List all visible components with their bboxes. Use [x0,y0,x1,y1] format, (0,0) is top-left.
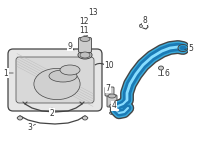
Text: 2: 2 [50,108,54,117]
Text: 5: 5 [189,44,193,52]
Ellipse shape [34,68,80,100]
Text: 11: 11 [79,25,89,35]
FancyBboxPatch shape [16,57,94,103]
Ellipse shape [49,70,77,82]
Text: 7: 7 [106,83,110,92]
Ellipse shape [178,45,188,51]
Text: 1: 1 [4,69,8,77]
Text: 8: 8 [143,15,147,25]
Ellipse shape [83,116,88,120]
Text: 10: 10 [104,61,114,70]
Ellipse shape [109,105,115,107]
Ellipse shape [60,65,80,75]
Text: 3: 3 [28,122,32,132]
Text: 6: 6 [165,69,169,77]
Ellipse shape [108,94,116,98]
Text: 12: 12 [79,16,89,25]
FancyBboxPatch shape [8,49,102,111]
Text: 13: 13 [88,7,98,16]
Text: 4: 4 [112,101,116,111]
Ellipse shape [13,50,97,66]
FancyBboxPatch shape [105,87,114,96]
Text: 9: 9 [68,41,72,51]
Ellipse shape [115,108,120,112]
Ellipse shape [110,112,115,115]
FancyBboxPatch shape [79,37,92,52]
FancyBboxPatch shape [107,95,117,107]
Ellipse shape [83,25,87,29]
Ellipse shape [80,52,90,58]
Ellipse shape [18,116,23,120]
Ellipse shape [78,51,92,59]
Ellipse shape [158,66,164,70]
Ellipse shape [180,46,186,51]
Ellipse shape [140,25,142,27]
Ellipse shape [80,36,90,41]
